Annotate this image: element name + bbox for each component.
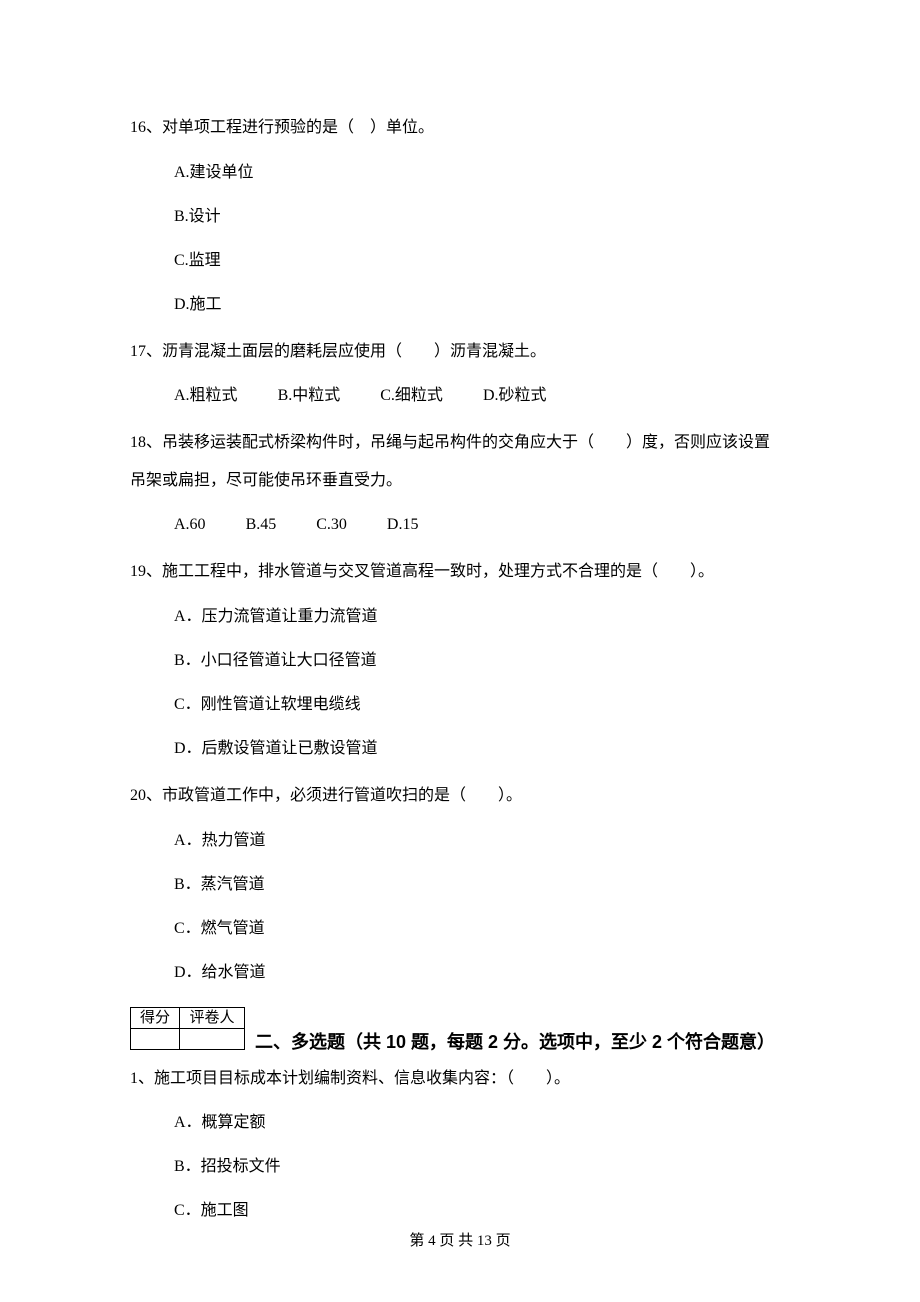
q16-opt-b: B.设计 bbox=[174, 205, 794, 229]
q17-options: A.粗粒式 B.中粒式 C.细粒式 D.砂粒式 bbox=[130, 384, 794, 408]
q16-opt-a: A.建设单位 bbox=[174, 161, 794, 185]
q20-opt-d: D．给水管道 bbox=[174, 961, 794, 985]
q19-stem: 19、施工工程中，排水管道与交叉管道高程一致时，处理方式不合理的是（ ）。 bbox=[130, 559, 794, 585]
page-content: 16、对单项工程进行预验的是（ ）单位。 A.建设单位 B.设计 C.监理 D.… bbox=[0, 0, 920, 1223]
q17-opt-c: C.细粒式 bbox=[380, 384, 443, 408]
score-header-score: 得分 bbox=[131, 1007, 180, 1028]
q18-opt-d: D.15 bbox=[387, 513, 419, 537]
mcq1-opt-c: C．施工图 bbox=[174, 1199, 794, 1223]
section-2-title: 二、多选题（共 10 题，每题 2 分。选项中，至少 2 个符合题意） bbox=[255, 1029, 794, 1056]
q20-options: A．热力管道 B．蒸汽管道 C．燃气管道 D．给水管道 bbox=[130, 829, 794, 985]
q18-opt-c: C.30 bbox=[316, 513, 347, 537]
q18-stem-line2: 吊架或扁担，尽可能使吊环垂直受力。 bbox=[130, 468, 794, 494]
q18-stem-line1: 18、吊装移运装配式桥梁构件时，吊绳与起吊构件的交角应大于（ ）度，否则应该设置 bbox=[130, 430, 794, 456]
q17-opt-b: B.中粒式 bbox=[278, 384, 341, 408]
q16-stem: 16、对单项工程进行预验的是（ ）单位。 bbox=[130, 115, 794, 141]
page-footer: 第 4 页 共 13 页 bbox=[0, 1230, 920, 1253]
mcq1-stem: 1、施工项目目标成本计划编制资料、信息收集内容：（ ）。 bbox=[130, 1066, 794, 1092]
score-cell-marker bbox=[180, 1028, 245, 1049]
q17-opt-d: D.砂粒式 bbox=[483, 384, 547, 408]
mcq1-options: A．概算定额 B．招投标文件 C．施工图 bbox=[130, 1111, 794, 1223]
q18-options: A.60 B.45 C.30 D.15 bbox=[130, 513, 794, 537]
q17-stem: 17、沥青混凝土面层的磨耗层应使用（ ）沥青混凝土。 bbox=[130, 339, 794, 365]
q20-stem: 20、市政管道工作中，必须进行管道吹扫的是（ ）。 bbox=[130, 783, 794, 809]
q16-options: A.建设单位 B.设计 C.监理 D.施工 bbox=[130, 161, 794, 317]
q19-opt-b: B．小口径管道让大口径管道 bbox=[174, 649, 794, 673]
mcq1-opt-b: B．招投标文件 bbox=[174, 1155, 794, 1179]
q16-opt-c: C.监理 bbox=[174, 249, 794, 273]
q20-opt-a: A．热力管道 bbox=[174, 829, 794, 853]
score-table: 得分 评卷人 bbox=[130, 1007, 245, 1050]
q16-opt-d: D.施工 bbox=[174, 293, 794, 317]
q20-opt-b: B．蒸汽管道 bbox=[174, 873, 794, 897]
q20-opt-c: C．燃气管道 bbox=[174, 917, 794, 941]
q17-opt-a: A.粗粒式 bbox=[174, 384, 238, 408]
section-2-header: 得分 评卷人 二、多选题（共 10 题，每题 2 分。选项中，至少 2 个符合题… bbox=[130, 1007, 794, 1056]
score-header-marker: 评卷人 bbox=[180, 1007, 245, 1028]
q19-opt-d: D．后敷设管道让已敷设管道 bbox=[174, 737, 794, 761]
q18-opt-a: A.60 bbox=[174, 513, 206, 537]
q18-opt-b: B.45 bbox=[246, 513, 277, 537]
q19-options: A．压力流管道让重力流管道 B．小口径管道让大口径管道 C．刚性管道让软埋电缆线… bbox=[130, 605, 794, 761]
q19-opt-a: A．压力流管道让重力流管道 bbox=[174, 605, 794, 629]
q19-opt-c: C．刚性管道让软埋电缆线 bbox=[174, 693, 794, 717]
mcq1-opt-a: A．概算定额 bbox=[174, 1111, 794, 1135]
score-cell-score bbox=[131, 1028, 180, 1049]
